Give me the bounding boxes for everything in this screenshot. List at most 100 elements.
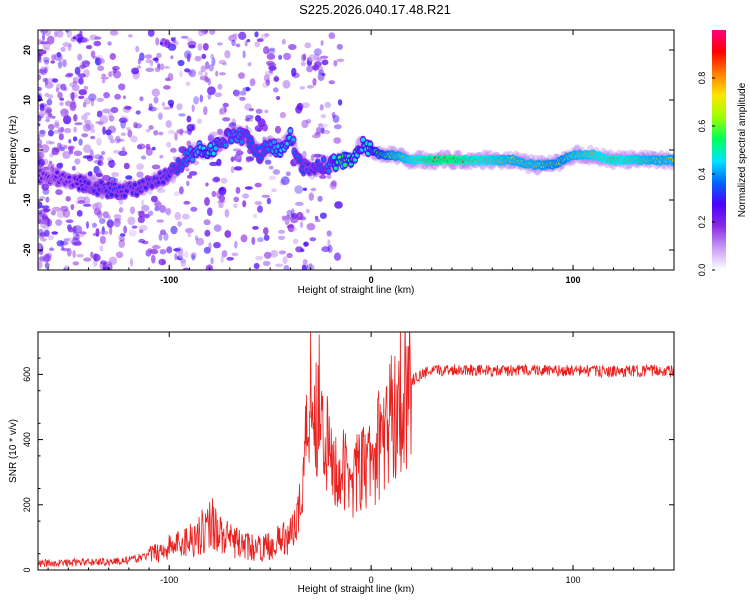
heatmap-noise-cell <box>310 187 317 192</box>
heatmap-noise-cell <box>107 214 111 220</box>
heatmap-noise-cell <box>159 205 167 213</box>
heatmap-noise-cell <box>78 95 85 100</box>
heatmap-noise-cell <box>136 144 142 150</box>
heatmap-noise-cell <box>145 67 155 73</box>
heatmap-noise-cell <box>224 230 232 238</box>
heatmap-noise-cell <box>40 41 49 45</box>
heatmap-noise-cell <box>46 252 52 258</box>
heatmap-noise-cell <box>59 147 65 152</box>
heatmap-noise-cell <box>139 96 144 102</box>
heatmap-noise-cell <box>283 264 290 270</box>
heatmap-noise-cell <box>95 228 100 237</box>
heatmap-noise-cell <box>42 41 51 50</box>
heatmap-noise-cell <box>254 41 261 48</box>
heatmap-noise-cell <box>191 252 198 256</box>
heatmap-noise-cell <box>133 121 138 129</box>
heatmap-noise-cell <box>328 32 336 40</box>
heatmap-noise-cell <box>55 87 60 93</box>
heatmap-noise-cell <box>170 225 178 235</box>
heatmap-noise-cell <box>220 106 227 115</box>
heatmap-noise-cell <box>188 44 196 49</box>
heatmap-noise-cell <box>163 85 171 90</box>
heatmap-ridge-core <box>161 180 166 185</box>
heatmap-noise-cell <box>205 182 209 187</box>
heatmap-noise-cell <box>131 67 140 75</box>
heatmap-noise-cell <box>98 58 105 64</box>
heatmap-noise-cell <box>77 37 82 45</box>
heatmap-noise-cell <box>306 223 316 231</box>
heatmap-noise-cell <box>280 176 290 186</box>
heatmap-noise-cell <box>135 45 140 53</box>
heatmap-noise-cell <box>333 60 338 67</box>
snr-xtick-label: 100 <box>566 575 581 585</box>
heatmap-noise-cell <box>60 248 70 252</box>
heatmap-noise-cell <box>209 131 218 137</box>
heatmap-noise-cell <box>93 40 102 47</box>
heatmap-noise-cell <box>130 135 138 143</box>
heatmap-noise-cell <box>199 94 203 103</box>
heatmap-noise-cell <box>209 30 216 35</box>
heatmap-noise-cell <box>176 129 184 134</box>
heatmap-noise-cell <box>278 250 287 255</box>
heatmap-noise-cell <box>270 249 279 258</box>
heatmap-noise-cell <box>216 42 223 46</box>
heatmap-noise-cell <box>191 253 196 261</box>
heatmap-noise-cell <box>148 210 154 216</box>
heatmap-noise-cell <box>49 247 55 252</box>
heatmap-noise-cell <box>50 210 56 216</box>
heatmap-noise-cell <box>281 38 286 45</box>
heatmap-noise-cell <box>222 102 229 108</box>
heatmap-noise-cell <box>218 108 223 116</box>
colorbar-tick-label: 0.8 <box>697 72 707 85</box>
heatmap-noise-cell <box>254 201 263 206</box>
heatmap-noise-cell <box>139 229 144 234</box>
heatmap-noise-cell <box>315 219 321 223</box>
heatmap-noise-cell <box>51 115 56 119</box>
heatmap-noise-cell <box>44 92 50 98</box>
heatmap-noise-cell <box>300 248 305 253</box>
heatmap-noise-cell <box>201 53 207 60</box>
heatmap-noise-cell <box>70 204 75 210</box>
snr-ylabel: SNR (10 * v/v) <box>8 419 19 483</box>
heatmap-noise-cell <box>62 42 70 48</box>
heatmap-noise-cell <box>251 236 256 245</box>
heatmap-noise-cell <box>202 43 209 51</box>
snr-series-line <box>38 332 674 568</box>
heatmap-noise-cell <box>238 72 245 79</box>
heatmap-noise-cell <box>299 86 305 90</box>
heatmap-ridge-core <box>211 151 216 156</box>
heatmap-noise-cell <box>71 165 76 171</box>
heatmap-noise-cell <box>184 251 189 259</box>
heatmap-noise-cell <box>115 251 124 259</box>
heatmap-noise-cell <box>100 260 107 265</box>
heatmap-noise-cell <box>322 123 328 128</box>
heatmap-noise-cell <box>242 50 246 59</box>
heatmap-noise-cell <box>210 257 214 265</box>
heatmap-noise-cell <box>84 97 92 105</box>
heatmap-noise-cell <box>233 89 240 97</box>
heatmap-noise-cell <box>182 213 190 220</box>
heatmap-noise-cell <box>309 237 317 242</box>
heatmap-noise-cell <box>324 101 332 109</box>
heatmap-noise-cell <box>94 154 103 160</box>
heatmap-noise-cell <box>118 117 128 124</box>
heatmap-noise-cell <box>148 106 157 112</box>
heatmap-noise-cell <box>220 177 228 184</box>
heatmap-noise-cell <box>54 122 60 129</box>
heatmap-ridge-core <box>223 143 228 148</box>
heatmap-ridge-core <box>250 141 254 145</box>
heatmap-noise-cell <box>161 101 166 107</box>
heatmap-noise-cell <box>159 154 164 159</box>
heatmap-noise-cell <box>186 115 192 123</box>
heatmap-noise-cell <box>245 158 251 163</box>
heatmap-noise-cell <box>90 135 96 140</box>
heatmap-noise-cell <box>72 250 76 259</box>
heatmap-noise-cell <box>156 219 164 223</box>
heatmap-noise-cell <box>44 106 52 114</box>
heatmap-noise-cell <box>83 257 92 262</box>
heatmap-noise-cell <box>82 102 87 108</box>
snr-panel: -100 0 100 0 200 400 600 Height of straight li… <box>8 331 675 595</box>
heatmap-noise-cell <box>149 59 154 67</box>
heatmap-noise-cell <box>127 34 133 38</box>
heatmap-noise-cell <box>268 175 276 181</box>
